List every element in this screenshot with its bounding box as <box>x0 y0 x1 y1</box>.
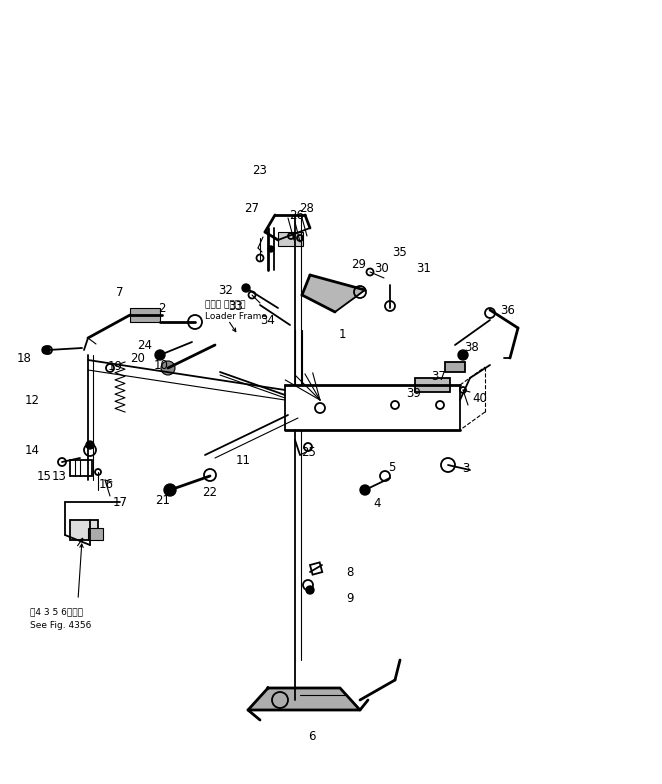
Circle shape <box>164 484 176 496</box>
Bar <box>310 562 322 575</box>
Circle shape <box>42 346 50 354</box>
Text: 9: 9 <box>346 591 354 604</box>
Text: 26: 26 <box>289 209 305 222</box>
Text: 36: 36 <box>500 303 516 317</box>
Text: 11: 11 <box>236 453 250 466</box>
Text: 21: 21 <box>156 493 171 506</box>
Text: 23: 23 <box>253 164 267 176</box>
Text: 4: 4 <box>373 496 381 510</box>
Text: 28: 28 <box>300 201 314 215</box>
Text: 30: 30 <box>375 262 389 274</box>
Text: 27: 27 <box>244 201 260 215</box>
Text: 7: 7 <box>117 285 124 299</box>
Text: 10: 10 <box>154 358 168 372</box>
Text: See Fig. 4356: See Fig. 4356 <box>30 622 91 630</box>
Text: 31: 31 <box>416 262 432 274</box>
Text: 14: 14 <box>24 444 40 456</box>
Circle shape <box>268 246 274 252</box>
Text: 34: 34 <box>261 314 275 326</box>
Text: 19: 19 <box>107 360 122 372</box>
Polygon shape <box>248 688 360 710</box>
Bar <box>130 308 160 322</box>
Circle shape <box>458 350 468 360</box>
Polygon shape <box>302 275 365 312</box>
Text: 3: 3 <box>462 462 469 474</box>
Text: Loader Frame: Loader Frame <box>205 311 267 321</box>
Text: 40: 40 <box>473 391 487 405</box>
Text: 25: 25 <box>302 445 316 459</box>
Bar <box>88 528 103 540</box>
Circle shape <box>86 441 94 449</box>
Circle shape <box>306 586 314 594</box>
Text: 33: 33 <box>228 299 244 313</box>
Text: 39: 39 <box>406 387 422 400</box>
Bar <box>70 520 98 540</box>
Bar <box>445 362 465 372</box>
Text: 8: 8 <box>346 565 354 579</box>
Bar <box>278 232 303 246</box>
Text: 5: 5 <box>389 460 396 474</box>
Text: 18: 18 <box>17 351 31 365</box>
Text: 13: 13 <box>52 470 66 482</box>
Bar <box>70 460 92 476</box>
Bar <box>415 378 450 392</box>
Circle shape <box>161 361 175 375</box>
Text: 29: 29 <box>352 257 367 270</box>
Text: 35: 35 <box>393 245 407 259</box>
Circle shape <box>155 350 165 360</box>
Circle shape <box>360 485 370 495</box>
Text: 17: 17 <box>113 495 128 509</box>
Text: 16: 16 <box>99 477 113 491</box>
Text: 22: 22 <box>203 485 218 499</box>
Text: 32: 32 <box>218 284 234 296</box>
Text: 2: 2 <box>158 302 166 314</box>
Text: 6: 6 <box>308 729 316 742</box>
Text: 20: 20 <box>130 351 146 365</box>
Text: 37: 37 <box>432 369 446 383</box>
Text: 第4 3 5 6図参照: 第4 3 5 6図参照 <box>30 608 83 616</box>
Text: 38: 38 <box>465 340 479 354</box>
Text: 15: 15 <box>36 470 52 482</box>
Circle shape <box>242 284 250 292</box>
Text: ローダ フレーム: ローダ フレーム <box>205 300 246 310</box>
Text: 12: 12 <box>24 394 40 406</box>
Text: 24: 24 <box>138 339 152 351</box>
Text: 1: 1 <box>338 328 346 340</box>
